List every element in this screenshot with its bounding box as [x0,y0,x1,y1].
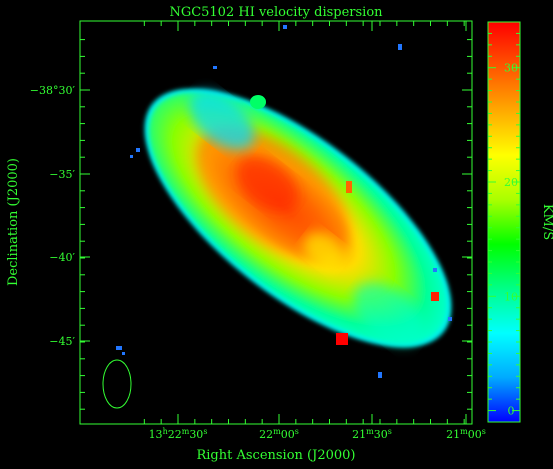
dec-tick-label: −35′ [49,168,75,181]
colorbar-tick-label: 20 [504,176,518,189]
ra-tick-label: 21m30s [352,427,392,441]
ra-tick-part: s [203,427,207,436]
ra-tick-part: 22 [259,428,273,441]
colorbar-label: KM/S [540,204,553,240]
ra-axis-ticks: 13h22m30s 22m00s 21m30s 21m00s [143,21,486,441]
galaxy-map [116,25,452,378]
galaxy-sw-tip [353,282,423,345]
ra-tick-part: m [182,427,190,436]
galaxy-yellow-knot [303,232,344,270]
noise-pixels [116,25,452,378]
hot-pixel-east [431,292,439,301]
dec-axis-ticks: −38°30′ −35′ −40′ −45′ [30,39,472,410]
ra-tick-part: 21 [446,428,460,441]
hot-pixel-south [336,333,348,345]
ra-tick-part: m [460,427,468,436]
green-knot [250,95,266,109]
ra-tick-part: 30 [374,428,388,441]
dec-tick-label: −40′ [49,251,75,264]
ra-tick-label: 21m00s [446,427,486,441]
colorbar-tick-label: 30 [504,62,518,75]
ra-tick-part: 13 [149,428,163,441]
ra-tick-part: 22 [168,428,182,441]
chart-title: NGC5102 HI velocity dispersion [169,5,383,20]
ra-tick-part: 21 [352,428,366,441]
beam-ellipse [102,359,132,409]
ra-tick-part: s [295,427,299,436]
ra-tick-part: m [273,427,281,436]
ra-tick-part: 00 [281,428,295,441]
dec-tick-label: −38°30′ [30,84,76,97]
y-axis-label: Declination (J2000) [6,158,21,286]
colorbar-tick-label: 10 [504,290,518,303]
hot-pixel-north [346,181,352,193]
ra-tick-label: 13h22m30s [149,427,208,441]
ra-tick-part: h [163,427,168,436]
colorbar-frame [487,21,521,423]
galaxy-ne-tip [189,91,255,150]
plot-frame [79,20,473,425]
ra-tick-part: m [366,427,374,436]
colorbar-ticks: 0 10 20 30 [488,21,520,418]
ra-tick-label: 22m00s [259,427,299,441]
ra-tick-part: s [388,427,392,436]
ra-tick-part: 00 [468,428,482,441]
ra-tick-part: s [482,427,486,436]
ra-tick-part: 30 [189,428,203,441]
galaxy-peak-region [236,156,299,212]
dec-tick-label: −45′ [49,335,75,348]
x-axis-label: Right Ascension (J2000) [196,448,355,463]
colorbar [488,22,520,422]
colorbar-tick-label: 0 [508,405,515,418]
